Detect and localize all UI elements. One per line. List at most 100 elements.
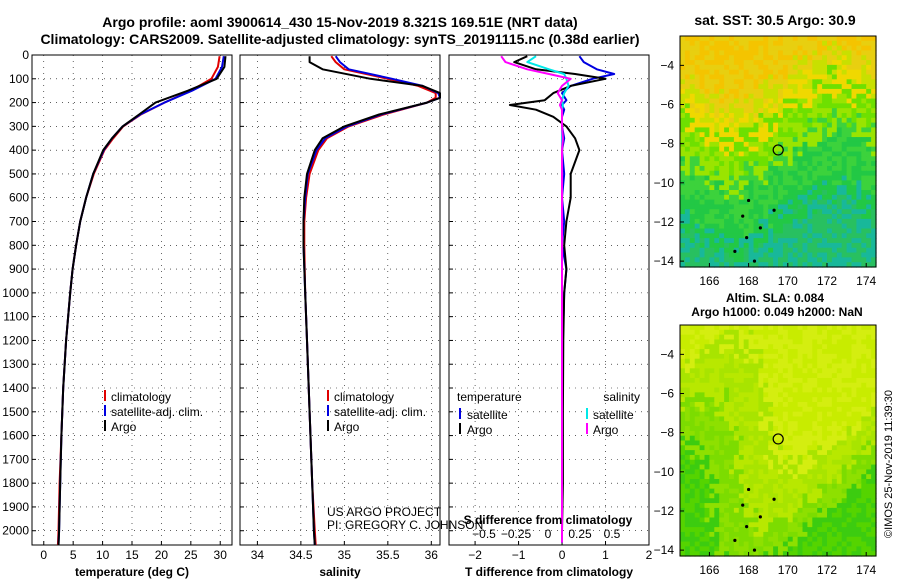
- map-cell: [856, 122, 862, 129]
- map-cell: [822, 512, 828, 519]
- map-cell: [851, 411, 857, 418]
- map-cell: [861, 536, 867, 543]
- map-cell: [856, 430, 862, 437]
- map-cell: [729, 353, 735, 360]
- map-cell: [714, 368, 720, 374]
- map-cell: [778, 421, 784, 427]
- map-cell: [851, 498, 857, 504]
- map-cell: [738, 517, 745, 523]
- map-cell: [694, 512, 701, 519]
- map-cell: [724, 339, 730, 345]
- map-y-tick-label: −10: [654, 176, 675, 190]
- map-cell: [773, 93, 779, 100]
- map-cell: [866, 392, 872, 398]
- map-cell: [714, 165, 720, 172]
- map-cell: [733, 228, 740, 234]
- map-cell: [689, 209, 696, 215]
- map-cell: [827, 329, 833, 336]
- map-cell: [792, 531, 799, 538]
- map-cell: [871, 175, 877, 181]
- map-cell: [768, 358, 774, 365]
- map-cell: [797, 426, 804, 432]
- map-cell: [817, 363, 823, 369]
- map-cell: [831, 382, 838, 389]
- map-cell: [851, 137, 857, 143]
- map-cell: [684, 36, 691, 42]
- map-cell: [817, 55, 823, 61]
- map-cell: [792, 474, 799, 480]
- map-cell: [773, 493, 779, 499]
- map-cell: [812, 339, 818, 345]
- map-cell: [743, 36, 750, 42]
- map-cell: [871, 363, 877, 369]
- map-cell: [846, 247, 853, 254]
- map-cell: [802, 435, 808, 442]
- map-cell: [812, 127, 818, 133]
- map-cell: [704, 50, 710, 56]
- map-cell: [841, 209, 848, 215]
- map-cell: [797, 373, 804, 379]
- map-cell: [684, 373, 691, 379]
- map-cell: [782, 474, 789, 480]
- map-cell: [871, 459, 877, 466]
- map-cell: [743, 498, 750, 504]
- map-cell: [709, 392, 715, 398]
- map-cell: [689, 165, 696, 172]
- map-cell: [743, 117, 750, 124]
- map-cell: [733, 247, 740, 254]
- map-cell: [856, 194, 862, 201]
- map-cell: [694, 377, 701, 384]
- map-cell: [748, 531, 755, 538]
- map-cell: [797, 488, 804, 495]
- map-cell: [802, 454, 808, 461]
- map-cell: [738, 450, 745, 456]
- map-cell: [714, 527, 720, 533]
- map-cell: [866, 339, 872, 345]
- map-cell: [724, 411, 730, 418]
- map-cell: [773, 252, 779, 258]
- map-cell: [733, 242, 740, 249]
- map-cell: [792, 165, 799, 172]
- map-cell: [827, 503, 833, 509]
- map-x-tick-label: 166: [699, 563, 719, 577]
- map-cell: [792, 146, 799, 153]
- map-cell: [719, 349, 725, 355]
- map-cell: [753, 353, 759, 360]
- map-cell: [787, 122, 794, 129]
- map-cell: [699, 459, 706, 466]
- map-cell: [856, 117, 862, 124]
- map-cell: [729, 416, 735, 422]
- map-cell: [827, 161, 833, 167]
- map-cell: [822, 435, 828, 442]
- map-cell: [802, 156, 808, 162]
- map-cell: [773, 450, 779, 456]
- map-cell: [714, 190, 720, 196]
- map-cell: [841, 161, 848, 167]
- map-cell: [753, 103, 759, 109]
- map-cell: [787, 88, 794, 95]
- map-cell: [763, 204, 769, 210]
- map-cell: [773, 122, 779, 129]
- map-cell: [714, 185, 720, 191]
- map-cell: [689, 344, 696, 350]
- map-cell: [758, 430, 764, 437]
- series-line-temperature-argo: [508, 55, 607, 543]
- map-cell: [792, 190, 799, 196]
- map-cell: [694, 151, 701, 157]
- map-cell: [787, 199, 794, 206]
- map-cell: [680, 252, 686, 258]
- map-cell: [689, 503, 696, 509]
- map-cell: [733, 445, 740, 451]
- map-cell: [753, 517, 759, 523]
- map-cell: [778, 74, 784, 80]
- map-cell: [753, 88, 759, 95]
- map-cell: [782, 397, 789, 403]
- map-cell: [719, 430, 725, 437]
- map-cell: [680, 98, 686, 104]
- map-cell: [866, 349, 872, 355]
- map-cell: [694, 551, 701, 557]
- map-cell: [699, 242, 706, 249]
- map-cell: [738, 479, 745, 485]
- map-cell: [866, 141, 872, 148]
- map-cell: [841, 377, 848, 384]
